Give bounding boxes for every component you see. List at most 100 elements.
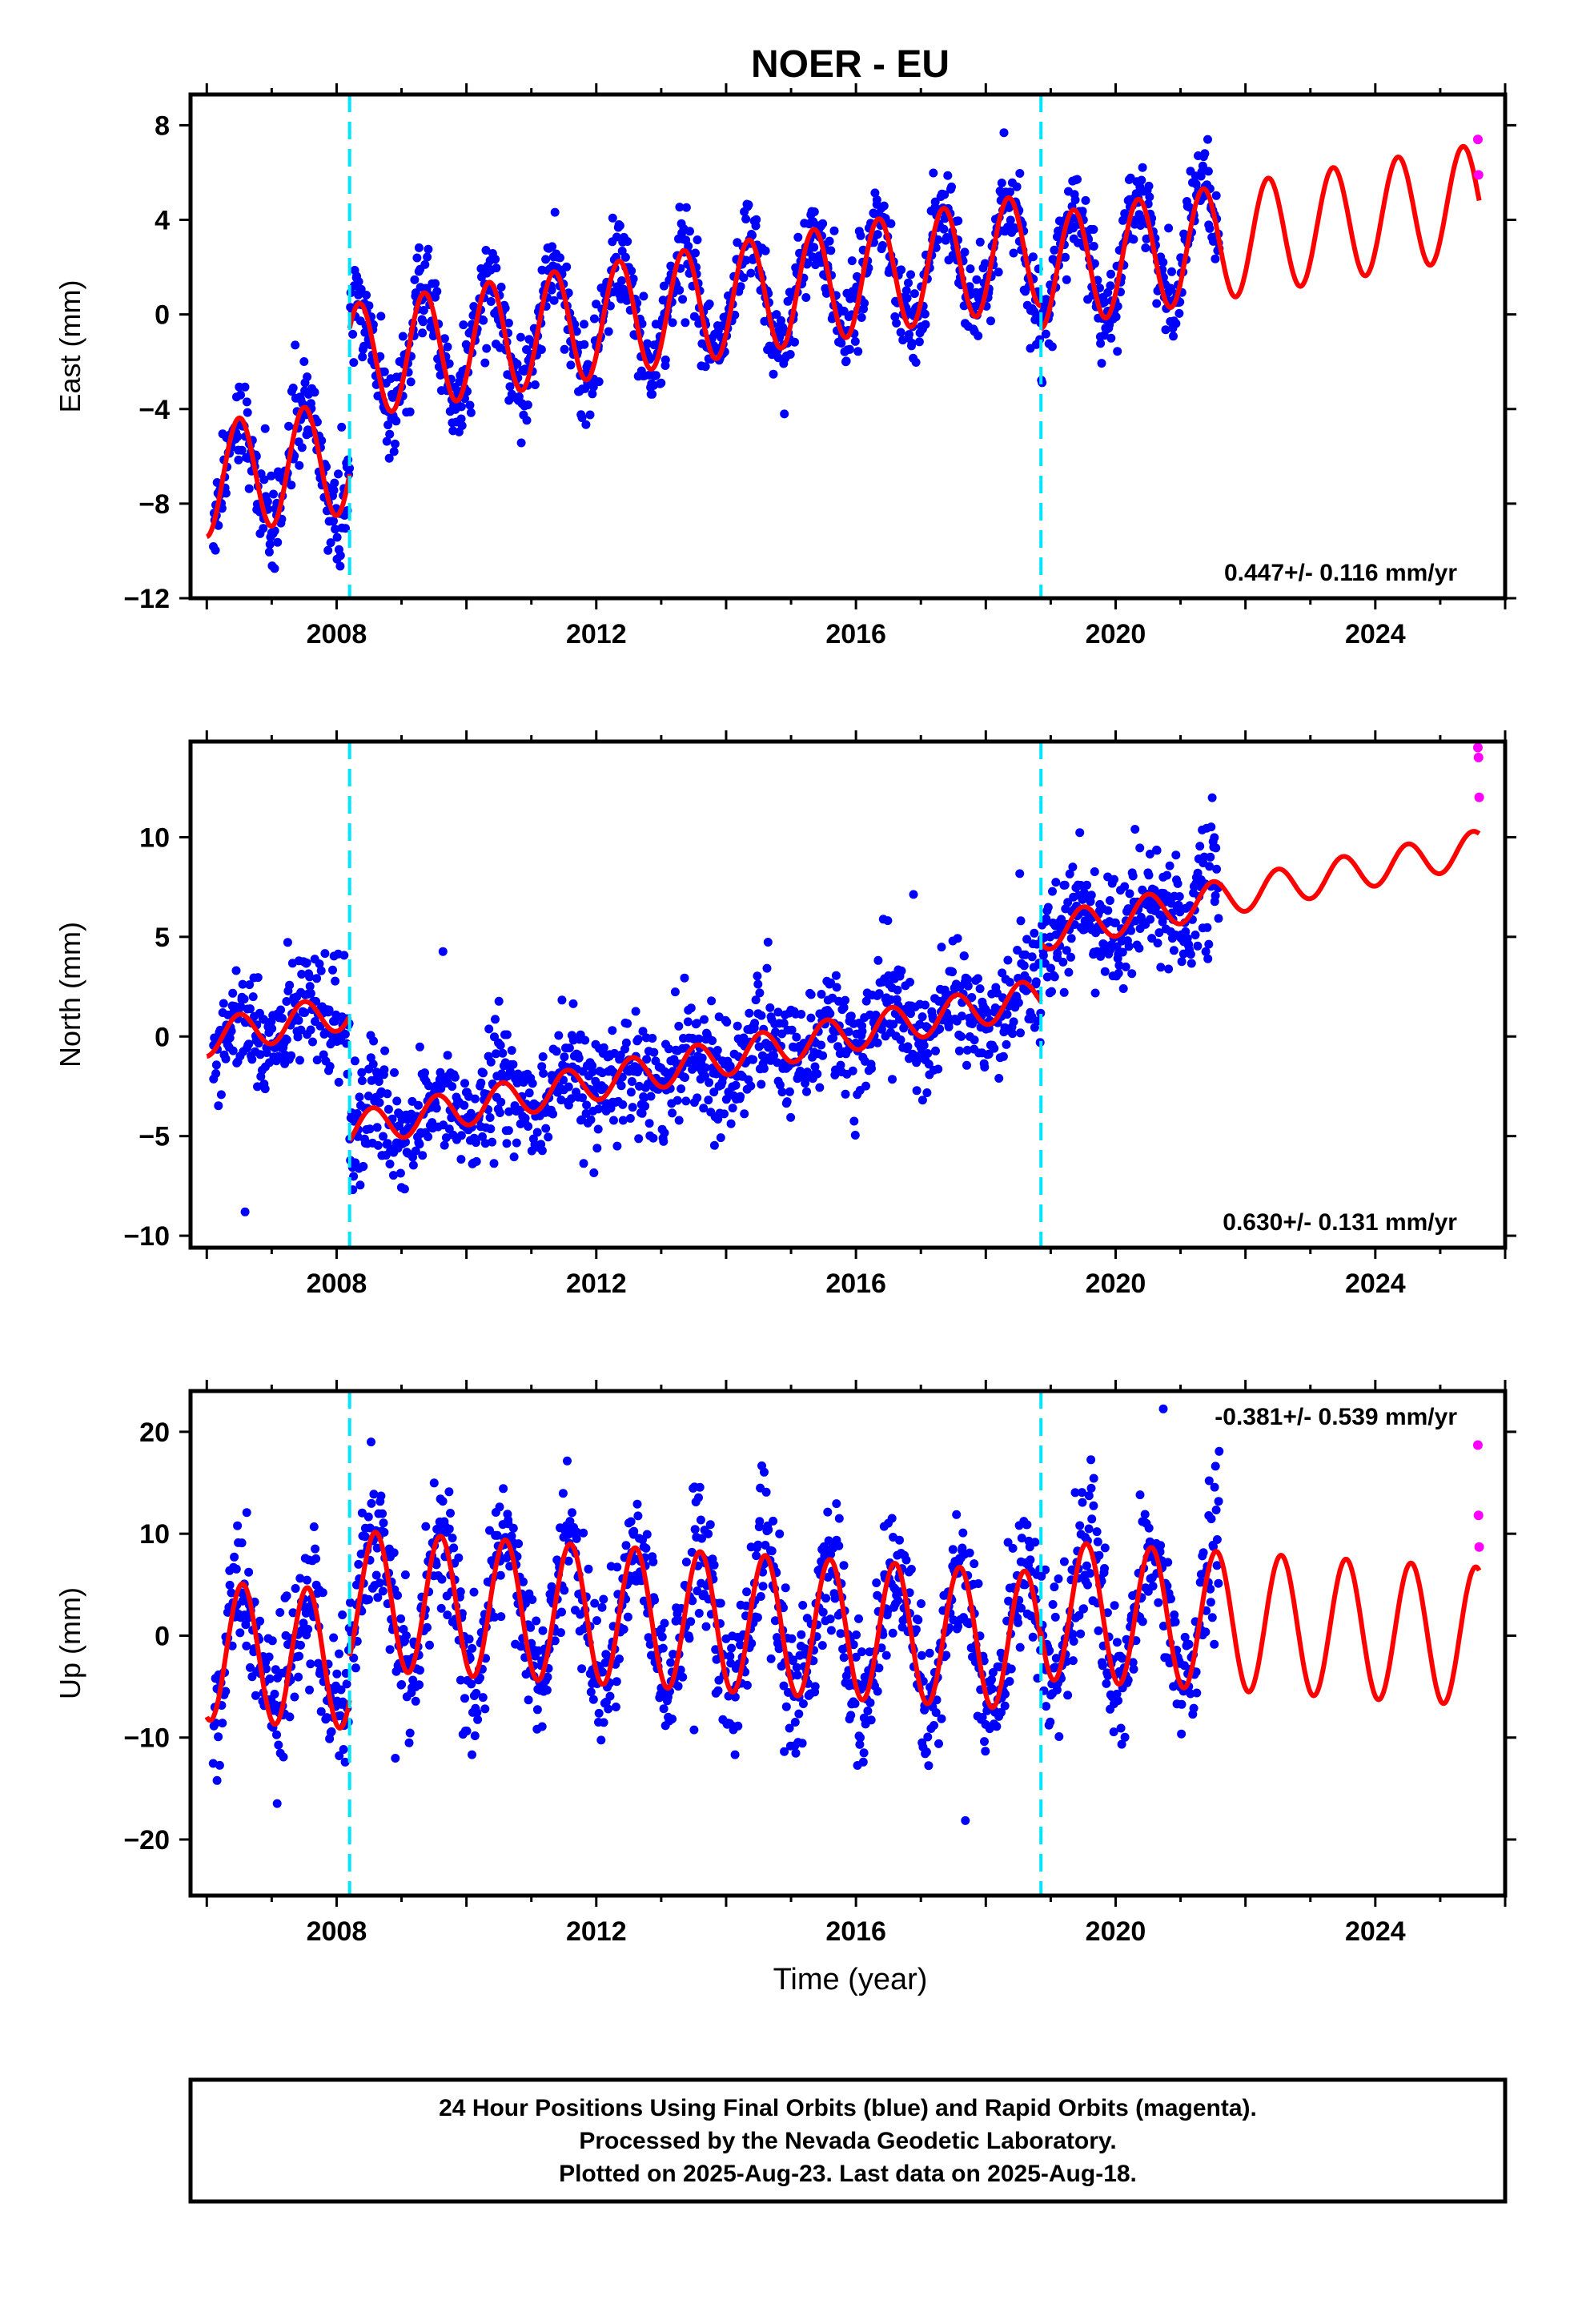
final-orbit-point	[420, 259, 430, 269]
final-orbit-point	[813, 1069, 822, 1079]
final-orbit-point	[592, 1144, 602, 1153]
final-orbit-point	[1166, 1594, 1175, 1603]
model-curve-segment-3	[1038, 829, 1481, 951]
final-orbit-point	[1170, 1617, 1180, 1626]
rate-label: 0.630+/- 0.131 mm/yr	[1223, 1209, 1457, 1236]
final-orbit-point	[360, 1532, 370, 1542]
final-orbit-point	[340, 1757, 350, 1767]
final-orbit-point	[1162, 891, 1172, 901]
final-orbit-point	[400, 1184, 409, 1194]
final-orbit-point	[259, 1015, 269, 1024]
final-orbit-point	[523, 400, 532, 410]
final-orbit-point	[1022, 935, 1032, 944]
final-orbit-point	[888, 1628, 897, 1638]
final-orbit-point	[913, 1615, 923, 1625]
final-orbit-point	[994, 1074, 1004, 1083]
final-orbit-point	[255, 1616, 265, 1626]
caption-line-3: Plotted on 2025-Aug-23. Last data on 202…	[559, 2161, 1137, 2187]
final-orbit-point	[490, 1612, 500, 1622]
final-orbit-point	[424, 244, 433, 254]
final-orbit-point	[860, 1672, 869, 1682]
final-orbit-point	[727, 1643, 737, 1653]
final-orbit-point	[604, 1704, 613, 1714]
final-orbit-point	[345, 464, 354, 473]
final-orbit-point	[612, 232, 621, 242]
final-orbit-point	[687, 1547, 697, 1557]
final-orbit-point	[248, 992, 258, 1002]
final-orbit-point	[777, 316, 785, 325]
x-axis-label: Time (year)	[773, 1963, 928, 1996]
final-orbit-point	[627, 266, 636, 275]
final-orbit-point	[623, 237, 632, 246]
final-orbit-point	[324, 1005, 334, 1015]
final-orbit-point	[742, 1680, 752, 1690]
final-orbit-point	[305, 1685, 314, 1695]
final-orbit-point	[668, 318, 677, 328]
final-orbit-point	[355, 1180, 365, 1190]
final-orbit-point	[705, 300, 714, 308]
final-orbit-point	[803, 258, 813, 267]
final-orbit-point	[492, 263, 501, 273]
model-curve-segment-3	[1038, 1541, 1482, 1707]
rate-label: -0.381+/- 0.539 mm/yr	[1215, 1404, 1457, 1430]
final-orbit-point	[605, 1691, 615, 1701]
final-orbit-point	[1076, 1629, 1086, 1638]
final-orbit-point	[480, 1704, 490, 1714]
final-orbit-point	[557, 995, 567, 1005]
final-orbit-point	[1000, 1701, 1010, 1711]
final-orbit-point	[287, 480, 296, 490]
final-orbit-point	[690, 1525, 700, 1534]
final-orbit-point	[1169, 332, 1178, 341]
final-orbit-point	[912, 1086, 921, 1096]
final-orbit-point	[332, 1669, 342, 1679]
final-orbit-point	[836, 1060, 845, 1070]
y-tick-label: −4	[139, 395, 170, 425]
final-orbit-point	[1100, 297, 1110, 307]
final-orbit-point	[964, 1619, 974, 1629]
final-orbit-point	[485, 1113, 495, 1122]
final-orbit-point	[793, 232, 803, 242]
final-orbit-point	[1063, 1691, 1073, 1700]
final-orbit-point	[839, 1003, 849, 1012]
final-orbit-point	[1017, 1603, 1026, 1613]
final-orbit-point	[448, 1082, 457, 1092]
final-orbit-point	[282, 997, 291, 1006]
final-orbit-point	[626, 1088, 636, 1097]
final-orbit-point	[761, 1487, 771, 1497]
final-orbit-point	[935, 1024, 945, 1034]
final-orbit-point	[881, 1651, 891, 1660]
final-orbit-point	[651, 371, 661, 380]
final-orbit-point	[219, 999, 228, 1008]
final-orbit-point	[227, 1641, 237, 1651]
final-orbit-point	[673, 1096, 682, 1105]
final-orbit-point	[856, 231, 865, 240]
final-orbit-point	[599, 1718, 608, 1727]
final-orbit-point	[1004, 1596, 1014, 1606]
final-orbit-point	[980, 259, 990, 268]
final-orbit-point	[611, 1703, 620, 1711]
final-orbit-point	[296, 1025, 306, 1035]
final-orbit-point	[866, 1715, 876, 1725]
final-orbit-point	[763, 938, 773, 947]
final-orbit-point	[227, 1027, 236, 1035]
final-orbit-point	[937, 943, 946, 952]
final-orbit-point	[398, 332, 408, 341]
final-orbit-point	[712, 1069, 721, 1079]
final-orbit-point	[852, 1630, 861, 1639]
final-orbit-point	[756, 1592, 765, 1601]
final-orbit-point	[832, 983, 841, 992]
final-orbit-point	[825, 1009, 835, 1019]
final-orbit-point	[590, 1598, 600, 1608]
final-orbit-point	[897, 265, 906, 275]
final-orbit-point	[847, 256, 857, 266]
final-orbit-point	[659, 281, 669, 291]
final-orbit-point	[722, 1017, 732, 1027]
rapid-orbit-point	[1472, 135, 1483, 145]
final-orbit-point	[1045, 1646, 1054, 1655]
final-orbit-point	[1008, 1543, 1018, 1553]
caption-box	[188, 2077, 1508, 2204]
final-orbit-point	[694, 1609, 704, 1618]
final-orbit-point	[290, 1692, 299, 1702]
final-orbit-point	[1207, 822, 1216, 832]
final-orbit-point	[443, 1610, 452, 1620]
